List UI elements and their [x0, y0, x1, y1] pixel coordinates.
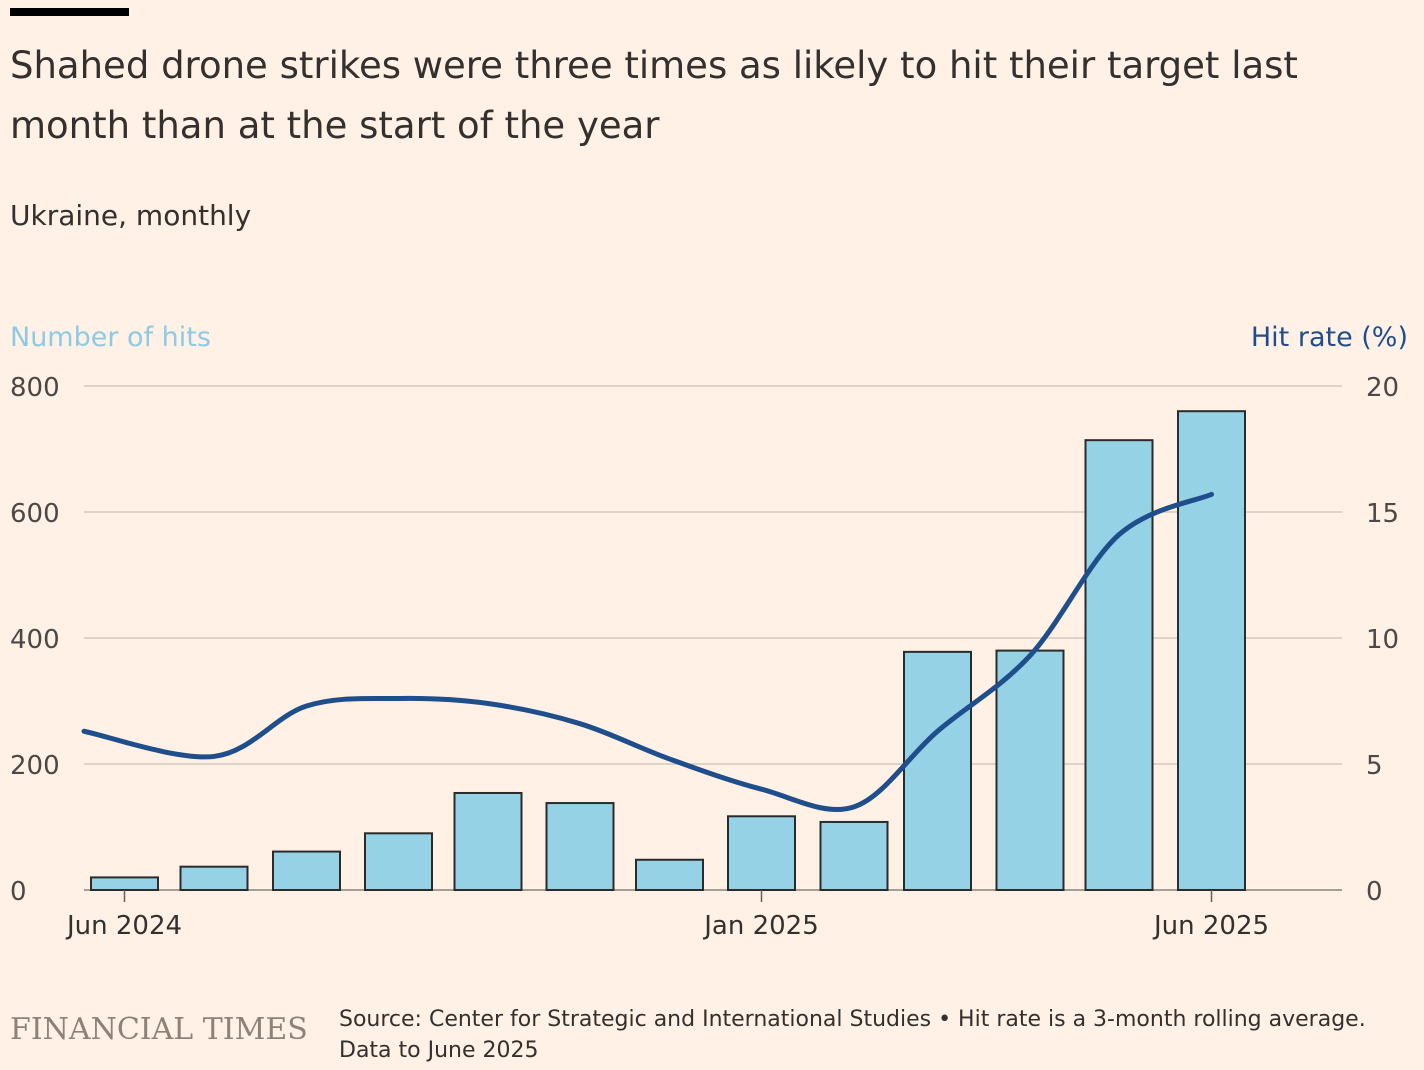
bar-sep-2024 — [364, 832, 433, 891]
left-tick-label: 400 — [10, 625, 60, 655]
source-note: Source: Center for Strategic and Interna… — [339, 1007, 1366, 1063]
bar-apr-2025 — [995, 649, 1065, 891]
bar-may-2025 — [1084, 439, 1154, 891]
bar-dec-2024 — [635, 858, 704, 892]
right-tick-label: 5 — [1366, 751, 1383, 781]
ft-logo: FINANCIAL TIMES — [10, 1012, 308, 1047]
axis-ticks: 0 200 400 600 800 0 5 10 15 20 Jun 2024 Jan 2025 Jun… — [10, 373, 1399, 941]
x-tick-label: Jun 2024 — [65, 911, 182, 941]
left-tick-label: 800 — [10, 373, 60, 403]
left-axis-label: Number of hits — [10, 322, 211, 353]
bar-jul-2024 — [179, 865, 249, 892]
right-tick-label: 15 — [1366, 499, 1399, 529]
bar-oct-2024 — [453, 791, 523, 891]
chart-canvas: 0 200 400 600 800 0 5 10 15 20 Jun 2024 Jan 2025 Jun… — [10, 373, 1399, 941]
bar-aug-2024 — [272, 850, 341, 892]
bars — [90, 410, 1246, 892]
right-tick-label: 0 — [1366, 877, 1383, 907]
x-tick-label: Jun 2025 — [1152, 911, 1269, 941]
left-tick-label: 0 — [10, 877, 27, 907]
top-accent-bar — [10, 8, 129, 16]
right-tick-label: 20 — [1366, 373, 1399, 403]
bar-jun-2024 — [90, 876, 159, 892]
chart-title: Shahed drone strikes were three times as… — [10, 44, 1298, 147]
bar-jan-2025 — [727, 815, 796, 891]
x-tick-label: Jan 2025 — [702, 911, 819, 941]
hit-rate-line — [81, 491, 1214, 812]
bar-jun-2025 — [1177, 410, 1246, 891]
hit-rate-line-layer — [81, 491, 1214, 812]
left-tick-label: 600 — [10, 499, 60, 529]
bar-feb-2025 — [819, 820, 889, 892]
chart-subtitle: Ukraine, monthly — [10, 199, 252, 232]
bar-mar-2025 — [903, 650, 972, 891]
right-tick-label: 10 — [1366, 625, 1399, 655]
right-axis-label: Hit rate (%) — [1250, 322, 1408, 353]
left-tick-label: 200 — [10, 751, 60, 781]
bar-nov-2024 — [545, 802, 615, 891]
